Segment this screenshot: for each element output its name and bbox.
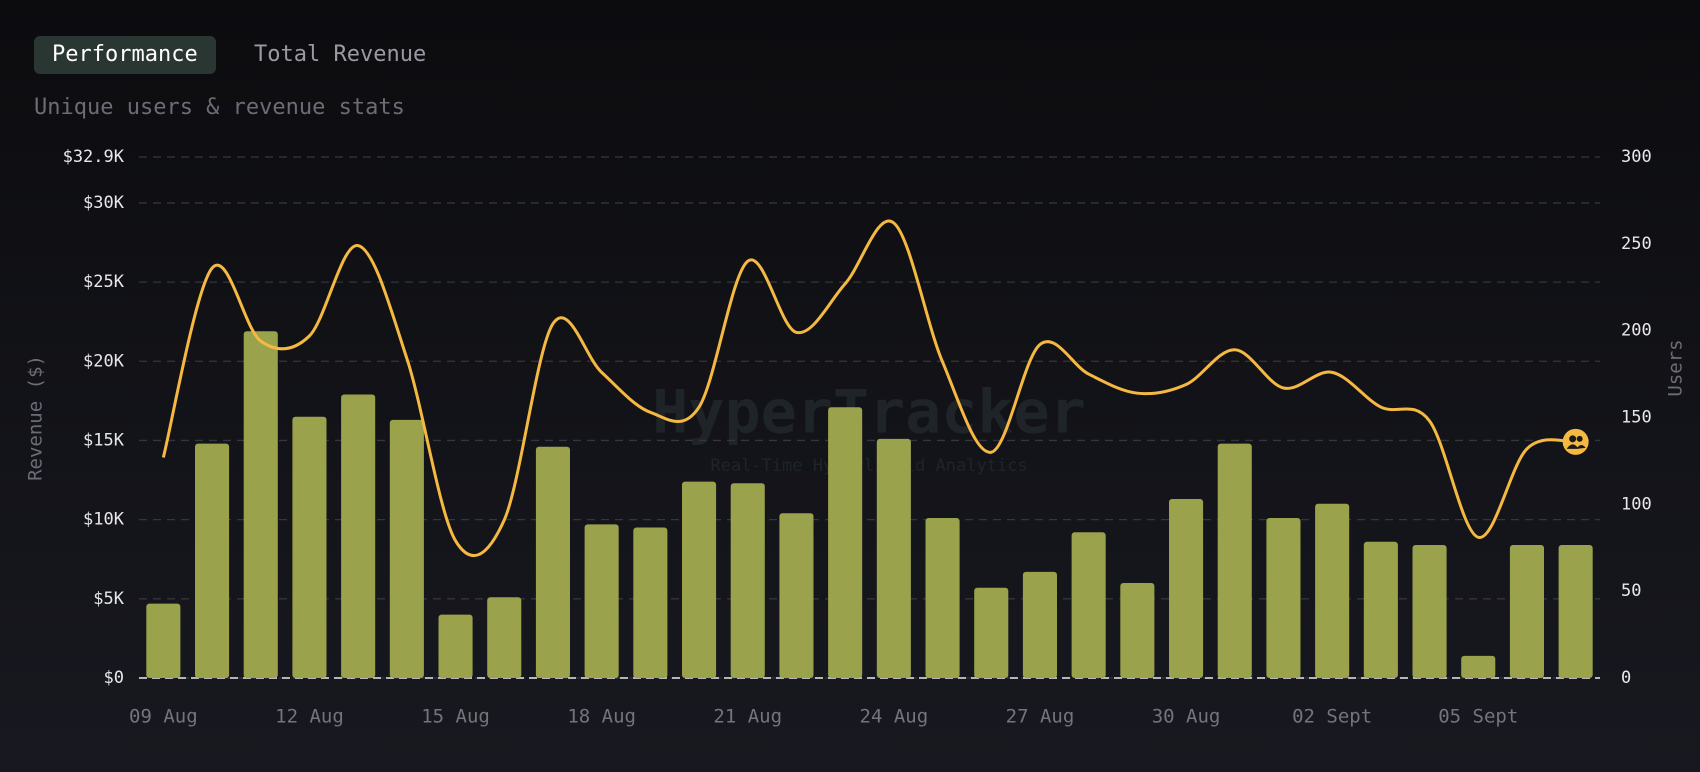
bar [389, 419, 424, 678]
bar [1363, 541, 1398, 678]
bar [535, 446, 570, 678]
x-tick-label: 24 Aug [860, 706, 929, 728]
bar [1022, 571, 1057, 678]
y2-axis-title: Users [1665, 339, 1687, 396]
y2-tick-label: 300 [1621, 147, 1652, 167]
bar [682, 481, 717, 678]
y-tick-label: $15K [83, 430, 125, 450]
bar [1558, 544, 1593, 678]
x-tick-label: 15 Aug [421, 706, 490, 728]
y2-tick-label: 50 [1621, 581, 1641, 601]
watermark-subtitle: Real-Time Hyperliquid Analytics [710, 456, 1027, 476]
x-tick-label: 18 Aug [567, 706, 636, 728]
y-tick-label: $32.9K [63, 147, 125, 167]
x-tick-label: 05 Sept [1438, 706, 1518, 728]
y-tick-label: $0 [104, 668, 124, 688]
bar [925, 518, 960, 678]
y2-tick-label: 150 [1621, 408, 1652, 428]
line [161, 219, 1576, 558]
end-marker [1562, 428, 1589, 455]
y-tick-label: $5K [93, 589, 124, 609]
y-tick-label: $10K [83, 510, 125, 530]
x-tick-label: 02 Sept [1292, 706, 1372, 728]
bar [1461, 655, 1496, 678]
bar [974, 587, 1009, 678]
bar [292, 416, 327, 678]
y2-tick-label: 0 [1621, 668, 1631, 688]
bar [828, 407, 863, 678]
bar [1071, 532, 1106, 678]
x-tick-label: 21 Aug [713, 706, 782, 728]
y2-tick-label: 250 [1621, 234, 1652, 254]
x-tick-label: 27 Aug [1006, 706, 1075, 728]
bar [1120, 582, 1155, 678]
x-tick-label: 09 Aug [129, 706, 198, 728]
tab[interactable]: Total Revenue [254, 42, 427, 67]
bar [1169, 499, 1204, 678]
bar [1266, 518, 1301, 678]
x-tick-label: 12 Aug [275, 706, 344, 728]
bar [1315, 503, 1350, 678]
bar [1217, 443, 1252, 678]
y-axis-title: Revenue ($) [25, 355, 47, 481]
y-tick-label: $30K [83, 193, 125, 213]
bar [1509, 544, 1544, 678]
y-tick-label: $20K [83, 351, 125, 371]
bar [438, 614, 473, 678]
chart-subtitle: Unique users & revenue stats [34, 95, 405, 120]
bar [779, 513, 814, 678]
icon-body [1566, 444, 1586, 449]
y2-tick-label: 100 [1621, 494, 1652, 514]
bar [584, 524, 619, 678]
y2-tick-label: 200 [1621, 321, 1652, 341]
bar [146, 603, 181, 678]
bar [341, 394, 376, 678]
bar [195, 443, 230, 678]
bar [487, 597, 522, 678]
tab[interactable]: Performance [34, 36, 216, 74]
bar [1412, 544, 1447, 678]
y-tick-label: $25K [83, 272, 125, 292]
bar [730, 483, 765, 678]
bar [243, 331, 278, 678]
x-tick-label: 30 Aug [1152, 706, 1221, 728]
marker-circle [1562, 428, 1589, 455]
icon-head [1576, 435, 1583, 442]
bar [876, 438, 911, 678]
bar [633, 527, 668, 678]
icon-head [1569, 435, 1577, 443]
